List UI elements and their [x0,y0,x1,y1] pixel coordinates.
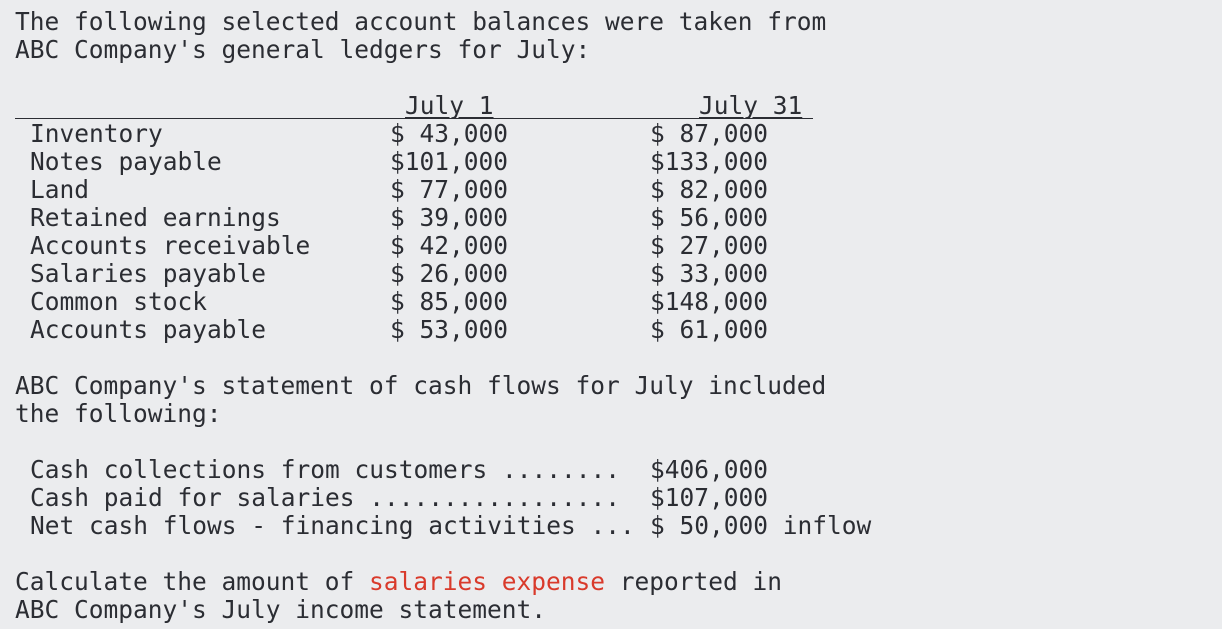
account-name: Accounts payable [30,315,267,344]
cashflow-label: Net cash flows - financing activities ..… [30,511,635,540]
july-1-value: $ 42,000 [390,231,509,260]
intro-line-1: The following selected account balances … [15,7,827,36]
question-line-2: ABC Company's July income statement. [15,595,547,624]
july-31-value: $ 87,000 [650,119,769,148]
cashflow-intro-line-1: ABC Company's statement of cash flows fo… [15,371,827,400]
july-31-value: $133,000 [650,147,769,176]
account-name: Land [30,175,90,204]
july-1-value: $101,000 [390,147,509,176]
july-1-value: $ 85,000 [390,287,509,316]
july-1-value: $ 26,000 [390,259,509,288]
account-name: Accounts receivable [30,231,311,260]
header-july-31: July 31 [699,91,803,120]
account-name: Retained earnings [30,203,281,232]
question-line-1: Calculate the amount of salaries expense… [15,568,782,596]
question-highlight: salaries expense [369,567,606,596]
intro-line-2: ABC Company's general ledgers for July: [15,35,591,64]
question-text-pre: Calculate the amount of [15,567,370,596]
cashflow-label: Cash collections from customers ........ [30,455,621,484]
cashflow-intro-line-2: the following: [15,399,222,428]
july-1-value: $ 43,000 [390,119,509,148]
july-31-value: $ 27,000 [650,231,769,260]
table-top-rule [15,118,813,119]
account-name: Inventory [30,119,163,148]
question-text-post: reported in [605,567,783,596]
account-name: Notes payable [30,147,222,176]
header-july-1: July 1 [405,91,494,120]
july-31-value: $ 33,000 [650,259,769,288]
july-1-value: $ 53,000 [390,315,509,344]
cashflow-value: $107,000 [650,483,769,512]
cashflow-value: $ 50,000 inflow [650,511,872,540]
july-31-value: $148,000 [650,287,769,316]
july-1-value: $ 77,000 [390,175,509,204]
july-1-value: $ 39,000 [390,203,509,232]
july-31-value: $ 61,000 [650,315,769,344]
account-name: Common stock [30,287,208,316]
cashflow-label: Cash paid for salaries ................. [30,483,621,512]
account-name: Salaries payable [30,259,267,288]
cashflow-value: $406,000 [650,455,769,484]
july-31-value: $ 82,000 [650,175,769,204]
july-31-value: $ 56,000 [650,203,769,232]
